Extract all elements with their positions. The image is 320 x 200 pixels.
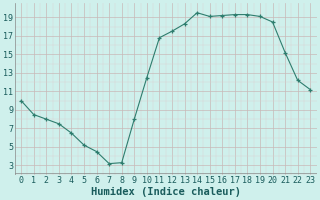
X-axis label: Humidex (Indice chaleur): Humidex (Indice chaleur) [91,186,241,197]
